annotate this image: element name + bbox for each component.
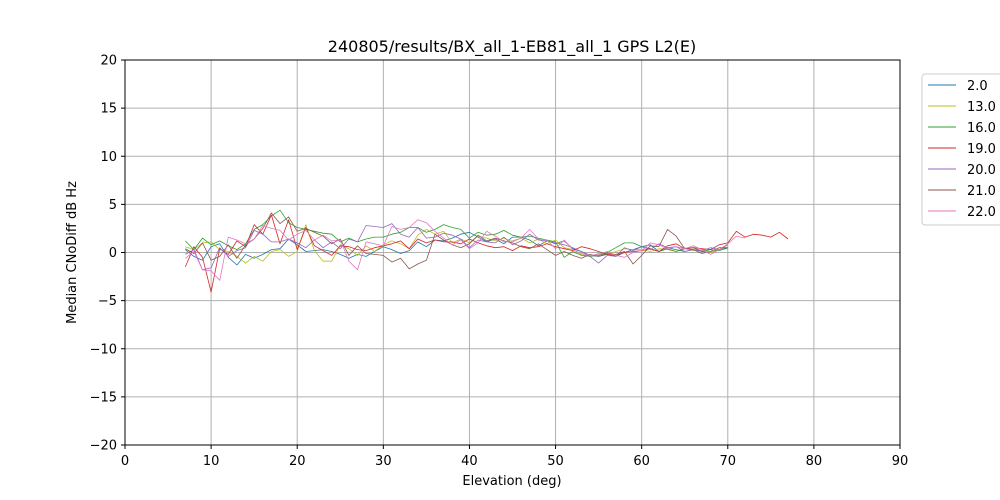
legend-label: 19.0 bbox=[967, 142, 996, 157]
x-tick-label: 90 bbox=[892, 454, 909, 469]
series-line-21-0 bbox=[185, 212, 728, 270]
x-tick-label: 50 bbox=[547, 454, 564, 469]
x-axis: 0 10 20 30 40 50 60 70 80 90 bbox=[121, 445, 908, 469]
x-tick-label: 20 bbox=[289, 454, 306, 469]
x-tick-label: 70 bbox=[720, 454, 737, 469]
legend-label: 20.0 bbox=[967, 163, 996, 178]
y-tick-label: 15 bbox=[100, 102, 117, 117]
series-line-13-0 bbox=[185, 224, 728, 264]
series-line-22-0 bbox=[185, 219, 746, 281]
y-axis-label: Median CNoDiff dB Hz bbox=[65, 181, 80, 324]
legend-label: 13.0 bbox=[967, 100, 996, 115]
series-line-20-0 bbox=[185, 223, 728, 271]
y-tick-label: 10 bbox=[100, 150, 117, 165]
grid bbox=[124, 59, 901, 446]
series-line-19-0 bbox=[184, 214, 789, 293]
y-axis: −20 −15 −10 −5 0 5 10 15 20 bbox=[90, 54, 125, 454]
legend-label: 16.0 bbox=[967, 121, 996, 136]
chart-title: 240805/results/BX_all_1-EB81_all_1 GPS L… bbox=[328, 37, 696, 57]
y-tick-label: −10 bbox=[90, 342, 117, 357]
x-tick-label: 60 bbox=[633, 454, 650, 469]
y-tick-label: 5 bbox=[109, 198, 117, 213]
y-tick-label: 20 bbox=[100, 54, 117, 69]
x-tick-label: 0 bbox=[121, 454, 129, 469]
y-tick-label: −15 bbox=[90, 390, 117, 405]
legend-box bbox=[921, 73, 1000, 226]
x-tick-label: 40 bbox=[461, 454, 478, 469]
y-tick-label: −20 bbox=[90, 439, 117, 454]
y-tick-label: 0 bbox=[109, 246, 117, 261]
legend-label: 2.0 bbox=[967, 79, 988, 94]
legend-label: 22.0 bbox=[967, 205, 996, 220]
y-tick-label: −5 bbox=[98, 294, 117, 309]
x-tick-label: 30 bbox=[375, 454, 392, 469]
plot-lines bbox=[184, 209, 789, 293]
legend: 2.0 13.0 16.0 19.0 20.0 21.0 22.0 bbox=[921, 73, 1000, 226]
x-tick-label: 80 bbox=[806, 454, 823, 469]
x-axis-label: Elevation (deg) bbox=[462, 474, 561, 489]
series-line-16-0 bbox=[185, 209, 728, 258]
x-tick-label: 10 bbox=[203, 454, 220, 469]
series-line-2-0 bbox=[185, 231, 728, 266]
legend-label: 21.0 bbox=[967, 184, 996, 199]
